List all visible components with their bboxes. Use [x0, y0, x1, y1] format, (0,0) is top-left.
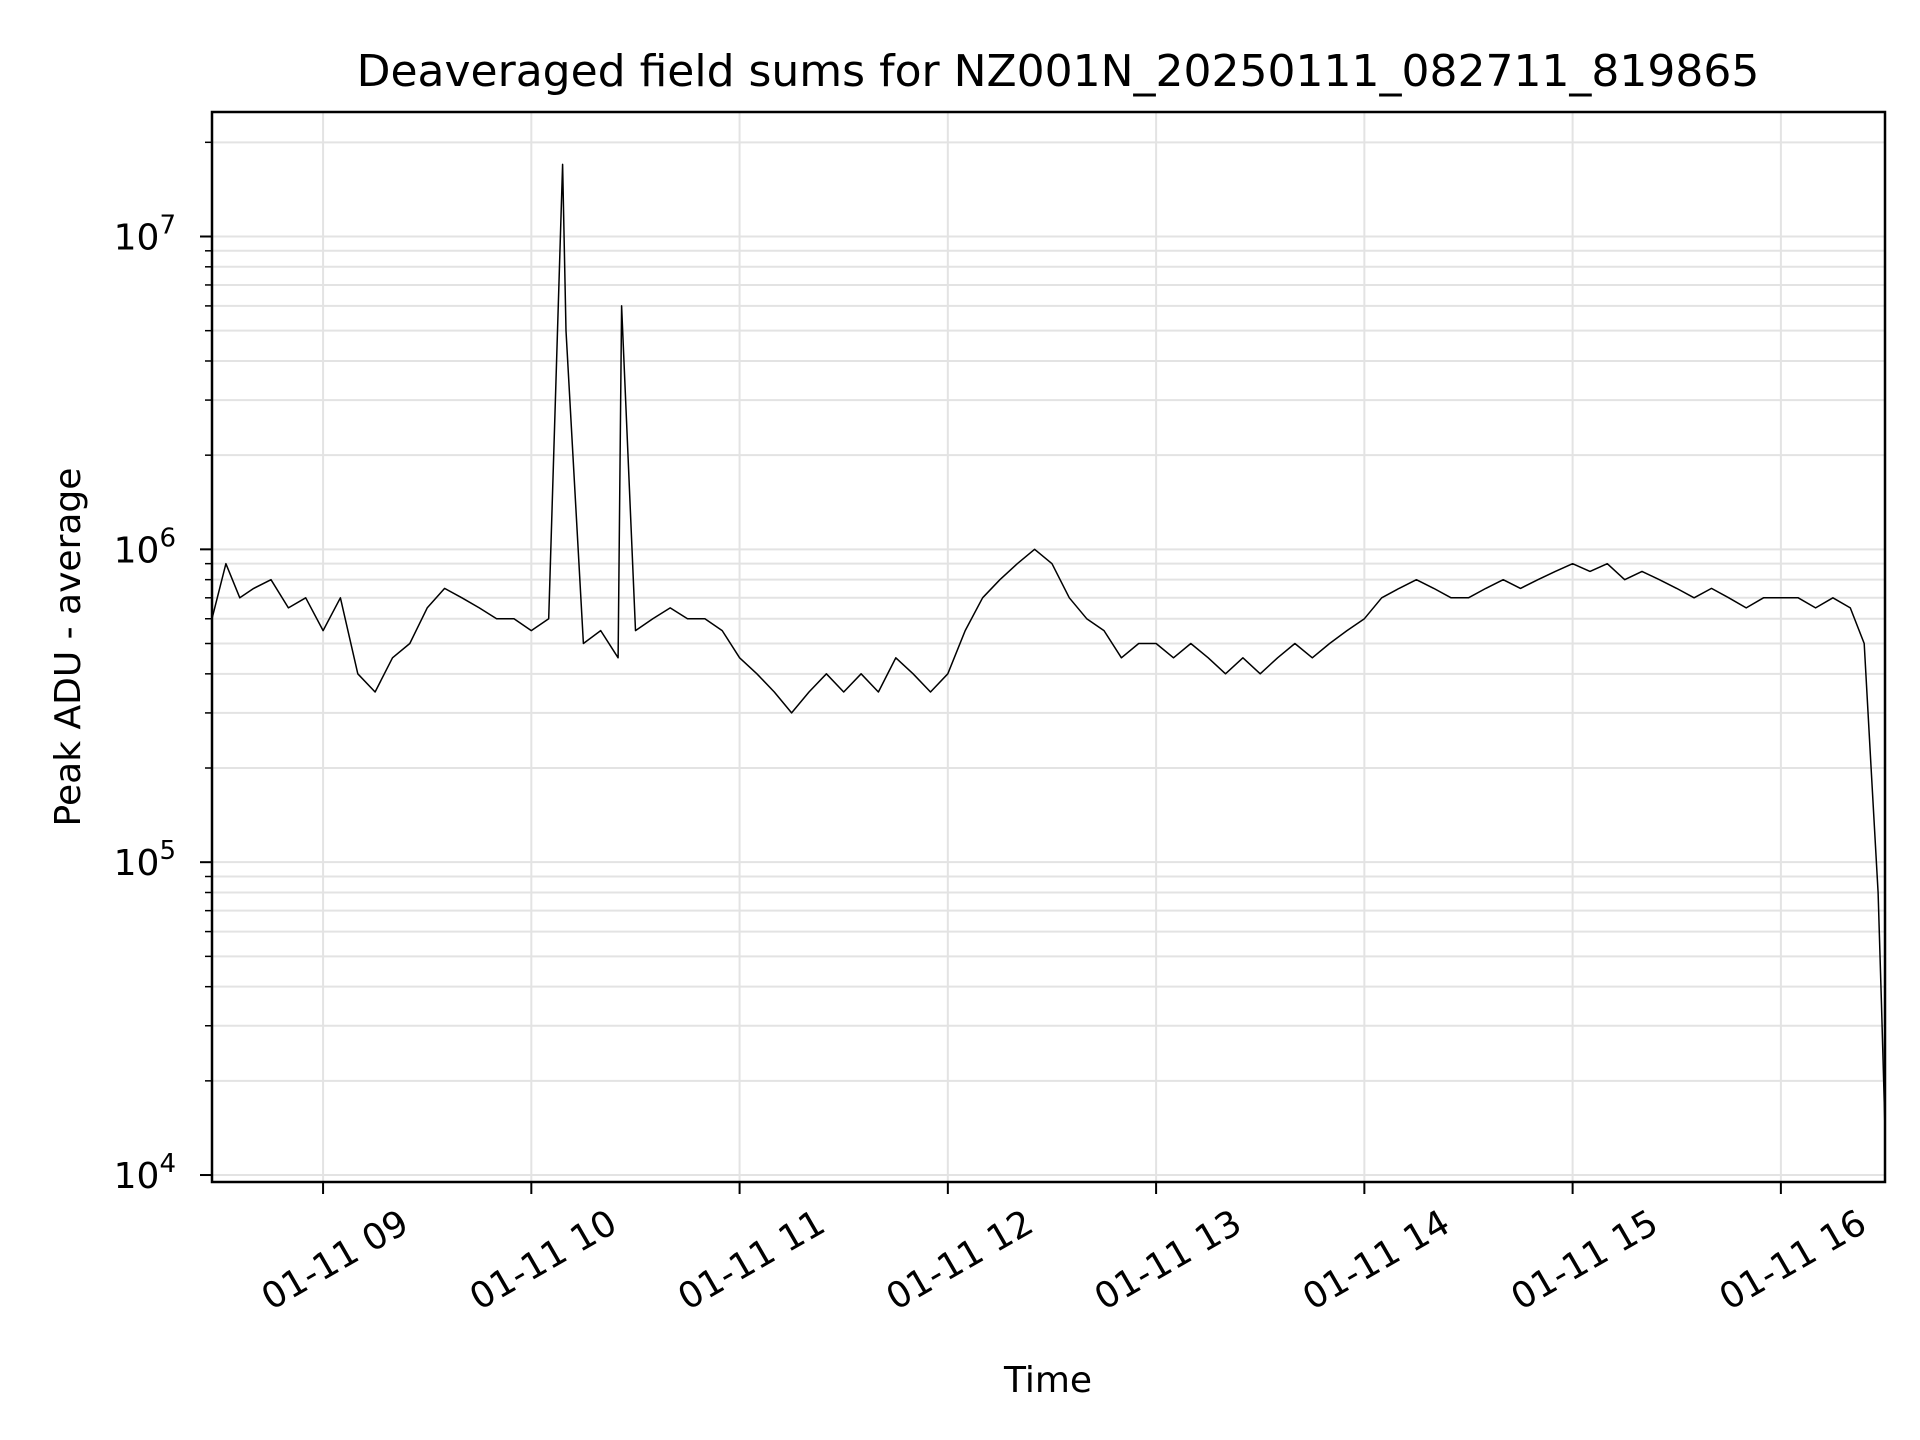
x-axis-label: Time: [1003, 1360, 1092, 1401]
y-tick-label: 105: [114, 836, 176, 884]
y-ticks: 104 105 106 107: [114, 141, 212, 1197]
series-line: [211, 163, 1886, 1130]
chart-title: Deaveraged field sums for NZ001N_2025011…: [357, 46, 1760, 97]
plot-frame: [210, 110, 1887, 1184]
y-tick-label: 107: [114, 210, 176, 258]
y-tick-label: 106: [114, 523, 176, 571]
y-axis-label: Peak ADU - average: [48, 468, 89, 827]
series-layer: [211, 163, 1886, 1130]
y-tick-label: 104: [114, 1149, 176, 1197]
grid: [212, 112, 1885, 1182]
